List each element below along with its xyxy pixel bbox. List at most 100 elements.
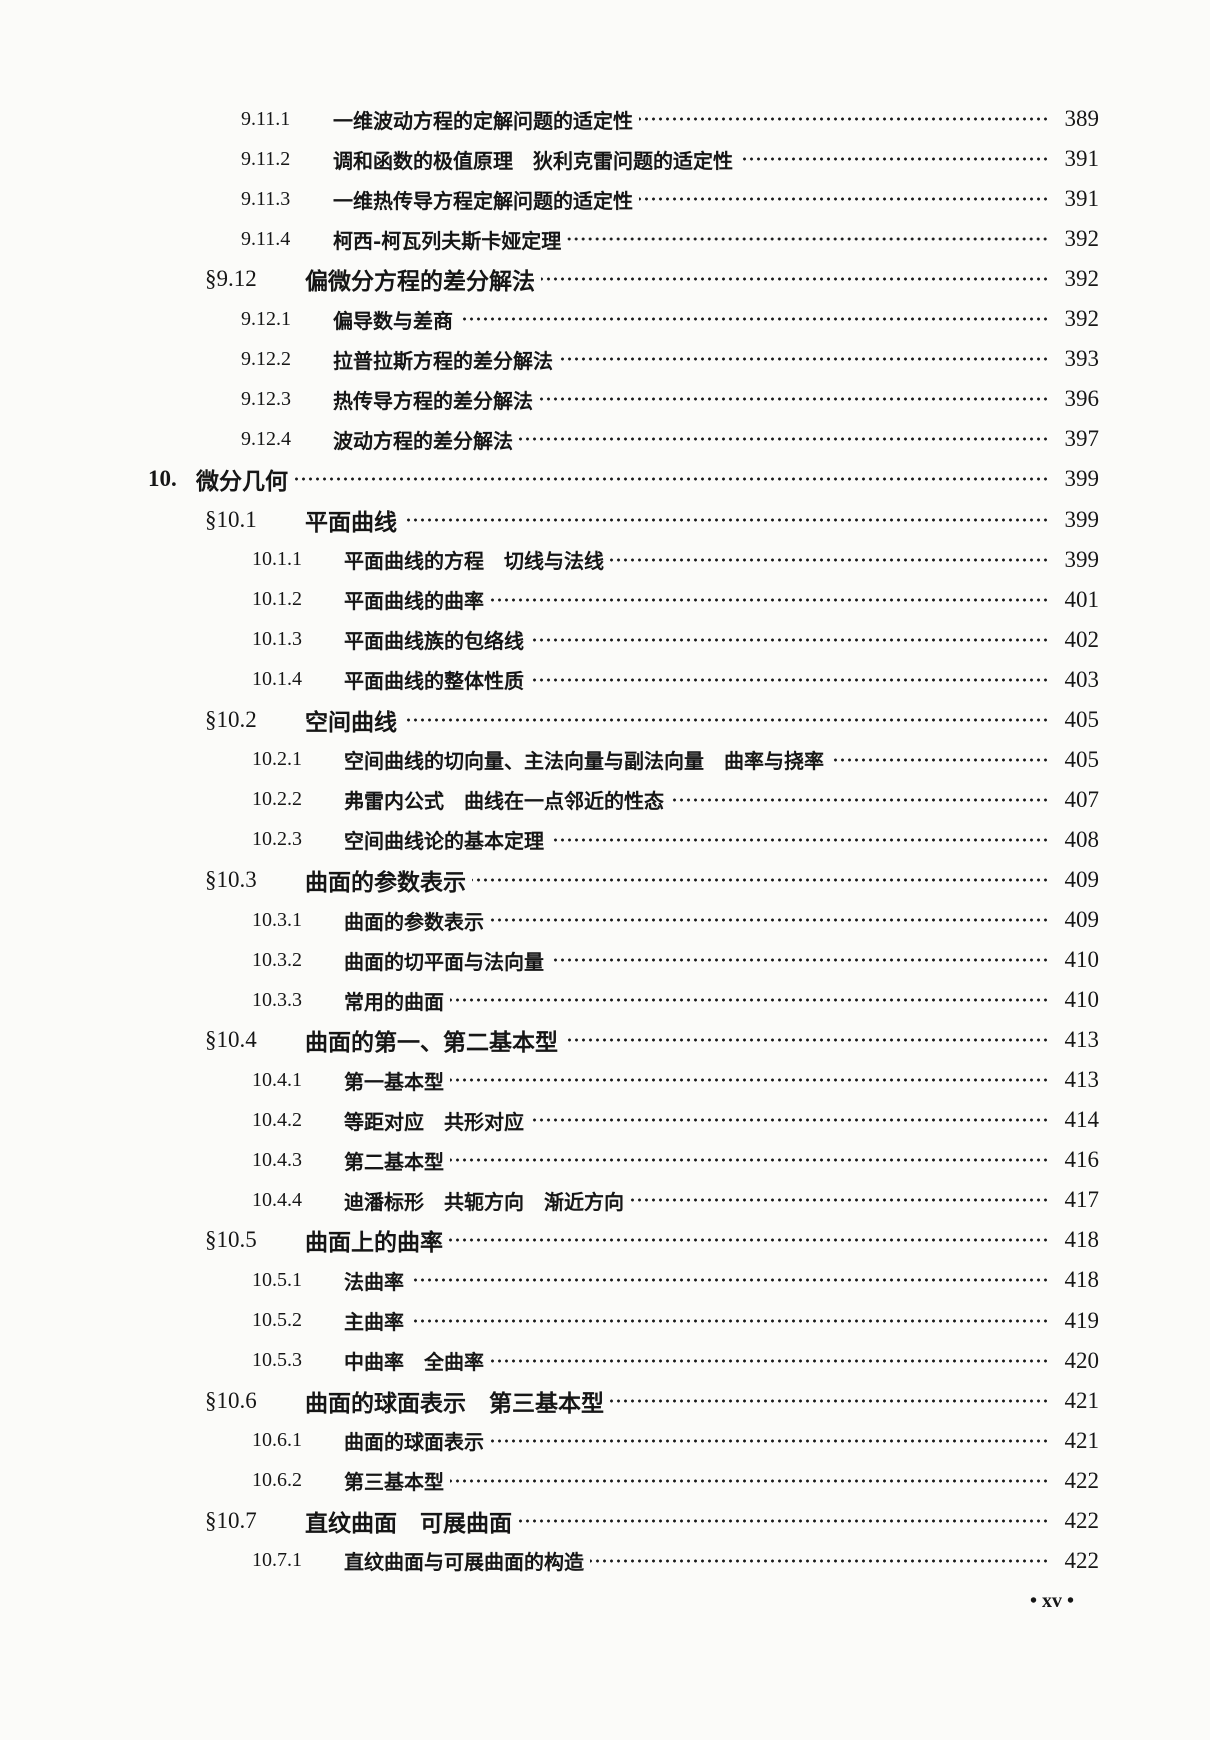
entry-title: 主曲率 xyxy=(344,1310,404,1334)
entry-body: 平面曲线的整体性质 403 xyxy=(344,665,1099,694)
entry-page: 419 xyxy=(1064,1307,1100,1333)
toc-entry[interactable]: §10.6 曲面的球面表示 第三基本型 421 xyxy=(0,1381,1210,1421)
entry-page: 399 xyxy=(1064,546,1100,572)
entry-number: §10.5 xyxy=(205,1227,257,1253)
entry-number: §10.6 xyxy=(205,1387,257,1413)
entry-title: 中曲率 全曲率 xyxy=(344,1350,484,1375)
entry-number: §10.2 xyxy=(205,706,257,732)
dot-leader xyxy=(530,677,1049,682)
toc-entry[interactable]: 9.12.4 波动方程的差分解法 397 xyxy=(0,419,1210,459)
entry-title: 空间曲线的切向量、主法向量与副法向量 曲率与挠率 xyxy=(344,749,824,774)
toc-entry[interactable]: 9.12.3 热传导方程的差分解法 396 xyxy=(0,379,1210,419)
page-number-footer: • xv • xyxy=(1030,1590,1075,1612)
toc-entry[interactable]: §10.2 空间曲线 405 xyxy=(0,700,1210,740)
toc-entry[interactable]: 10.7.1 直纹曲面与可展曲面的构造 422 xyxy=(0,1541,1210,1581)
toc-entry[interactable]: §10.4 曲面的第一、第二基本型 413 xyxy=(0,1020,1210,1060)
entry-page: 418 xyxy=(1064,1267,1100,1293)
toc-entry[interactable]: 10.5.2 主曲率 419 xyxy=(0,1301,1210,1341)
entry-body: 主曲率 419 xyxy=(344,1306,1099,1335)
toc-entry[interactable]: 10.3.2 曲面的切平面与法向量 410 xyxy=(0,940,1210,980)
entry-number: 10.1.1 xyxy=(252,548,302,571)
entry-page: 409 xyxy=(1064,907,1100,932)
dot-leader xyxy=(539,397,1049,402)
entry-number: §10.1 xyxy=(205,506,257,532)
toc-entry[interactable]: 10.1.1 平面曲线的方程 切线与法线 399 xyxy=(0,540,1210,580)
toc-entry[interactable]: 10.6.1 曲面的球面表示 421 xyxy=(0,1421,1210,1461)
toc-entry[interactable]: 10.1.3 平面曲线族的包络线 402 xyxy=(0,620,1210,660)
toc-entry[interactable]: 10.1.4 平面曲线的整体性质 403 xyxy=(0,660,1210,700)
entry-page: 410 xyxy=(1064,947,1100,973)
entry-page: 389 xyxy=(1064,106,1100,131)
dot-leader xyxy=(450,1478,1049,1483)
entry-title: 第一基本型 xyxy=(344,1069,444,1094)
entry-page: 401 xyxy=(1064,586,1100,612)
entry-body: 偏微分方程的差分解法 392 xyxy=(305,262,1099,296)
entry-number: 10.4.4 xyxy=(252,1188,302,1211)
toc-entry[interactable]: 10.3.1 曲面的参数表示 409 xyxy=(0,900,1210,940)
entry-body: 第二基本型 416 xyxy=(344,1146,1099,1175)
toc-entry[interactable]: 10.4.4 迪潘标形 共轭方向 渐近方向 417 xyxy=(0,1180,1210,1220)
entry-title: 曲面的球面表示 第三基本型 xyxy=(305,1389,604,1417)
entry-title: 波动方程的差分解法 xyxy=(333,428,513,453)
entry-title: 平面曲线 xyxy=(305,508,397,536)
dot-leader xyxy=(639,197,1049,202)
entry-number: 10.4.2 xyxy=(252,1108,302,1131)
entry-title: 拉普拉斯方程的差分解法 xyxy=(333,348,553,373)
entry-number: §10.4 xyxy=(205,1027,257,1053)
toc-entry[interactable]: 10.4.2 等距对应 共形对应 414 xyxy=(0,1100,1210,1140)
toc-entry[interactable]: 9.12.2 拉普拉斯方程的差分解法 393 xyxy=(0,339,1210,379)
entry-body: 曲面的球面表示 第三基本型 421 xyxy=(305,1384,1099,1418)
dot-leader xyxy=(670,797,1049,802)
toc-entry[interactable]: 9.11.2 调和函数的极值原理 狄利克雷问题的适定性 391 xyxy=(0,139,1210,179)
entry-title: 等距对应 共形对应 xyxy=(344,1109,524,1134)
dot-leader xyxy=(410,1278,1049,1283)
toc-entry[interactable]: 10.2.3 空间曲线论的基本定理 408 xyxy=(0,820,1210,860)
toc-entry[interactable]: §10.5 曲面上的曲率 418 xyxy=(0,1220,1210,1260)
toc-entry[interactable]: §10.7 直纹曲面 可展曲面 422 xyxy=(0,1501,1210,1541)
toc-entry[interactable]: 10.6.2 第三基本型 422 xyxy=(0,1461,1210,1501)
entry-title: 第三基本型 xyxy=(344,1470,444,1495)
entry-body: 平面曲线族的包络线 402 xyxy=(344,625,1099,654)
entry-page: 421 xyxy=(1064,1387,1100,1413)
toc-entry[interactable]: 10.4.3 第二基本型 416 xyxy=(0,1140,1210,1180)
dot-leader xyxy=(739,157,1049,162)
toc-entry[interactable]: 10.4.1 第一基本型 413 xyxy=(0,1060,1210,1100)
toc-entry[interactable]: 9.11.4 柯西-柯瓦列夫斯卡娅定理 392 xyxy=(0,219,1210,259)
entry-title: 偏微分方程的差分解法 xyxy=(305,268,535,296)
dot-leader xyxy=(541,277,1049,282)
entry-body: 偏导数与差商 392 xyxy=(333,305,1099,334)
toc-entry[interactable]: 9.11.3 一维热传导方程定解问题的适定性 391 xyxy=(0,179,1210,219)
toc-entry[interactable]: 10.3.3 常用的曲面 410 xyxy=(0,980,1210,1020)
entry-title: 常用的曲面 xyxy=(344,989,444,1014)
toc-entry[interactable]: 10. 微分几何 399 xyxy=(0,459,1210,499)
entry-body: 曲面的参数表示 409 xyxy=(344,906,1099,935)
entry-title: 曲面上的曲率 xyxy=(305,1229,443,1257)
toc-entry[interactable]: 10.2.2 弗雷内公式 曲线在一点邻近的性态 407 xyxy=(0,780,1210,820)
dot-leader xyxy=(590,1558,1049,1563)
toc-entry[interactable]: §10.3 曲面的参数表示 409 xyxy=(0,860,1210,900)
toc-entry[interactable]: 9.11.1 一维波动方程的定解问题的适定性 389 xyxy=(0,99,1210,139)
entry-page: 392 xyxy=(1064,226,1100,252)
entry-number: §9.12 xyxy=(205,266,257,292)
entry-body: 调和函数的极值原理 狄利克雷问题的适定性 391 xyxy=(333,145,1099,174)
entry-title: 直纹曲面与可展曲面的构造 xyxy=(344,1550,584,1575)
dot-leader xyxy=(490,1438,1049,1443)
toc-entry[interactable]: 10.2.1 空间曲线的切向量、主法向量与副法向量 曲率与挠率 405 xyxy=(0,740,1210,780)
entry-body: 一维波动方程的定解问题的适定性 389 xyxy=(333,105,1099,134)
toc-entry[interactable]: 10.5.3 中曲率 全曲率 420 xyxy=(0,1341,1210,1381)
toc-entry[interactable]: 9.12.1 偏导数与差商 392 xyxy=(0,299,1210,339)
entry-body: 平面曲线 399 xyxy=(305,503,1099,537)
dot-leader xyxy=(490,597,1049,602)
entry-body: 曲面的球面表示 421 xyxy=(344,1426,1099,1455)
dot-leader xyxy=(490,918,1049,922)
toc-entry[interactable]: 10.1.2 平面曲线的曲率 401 xyxy=(0,580,1210,620)
entry-title: 平面曲线的整体性质 xyxy=(344,669,524,694)
entry-page: 407 xyxy=(1064,786,1100,812)
toc-entry[interactable]: 10.5.1 法曲率 418 xyxy=(0,1260,1210,1300)
entry-title: 热传导方程的差分解法 xyxy=(333,388,533,413)
entry-body: 常用的曲面 410 xyxy=(344,986,1099,1015)
toc-entry[interactable]: §10.1 平面曲线 399 xyxy=(0,500,1210,540)
entry-page: 399 xyxy=(1064,466,1100,492)
dot-leader xyxy=(518,1518,1049,1523)
toc-entry[interactable]: §9.12 偏微分方程的差分解法 392 xyxy=(0,259,1210,299)
